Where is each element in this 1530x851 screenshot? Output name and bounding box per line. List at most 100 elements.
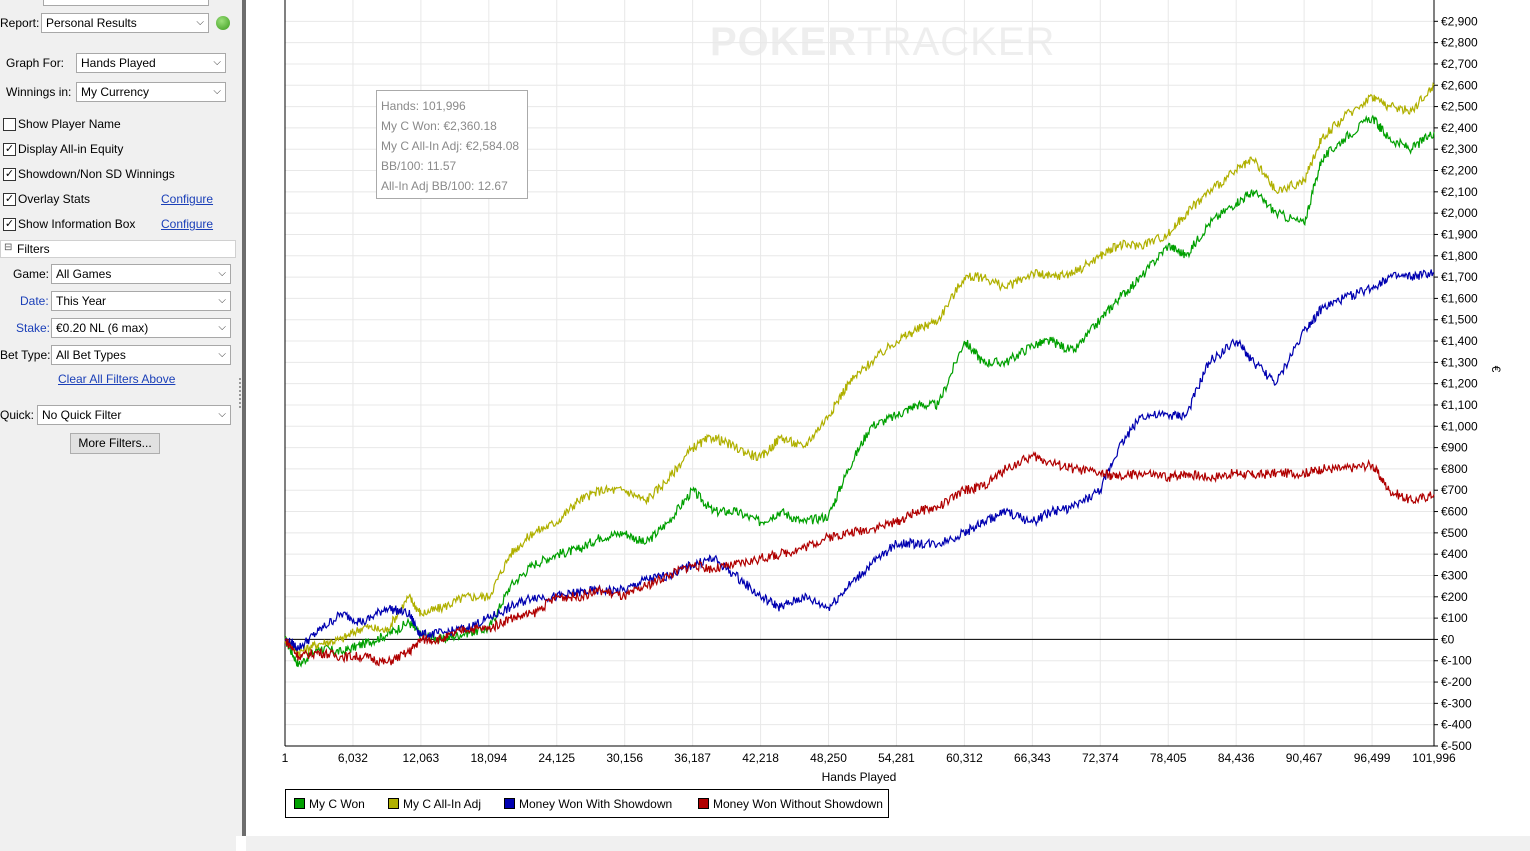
legend-item-showdown: Money Won With Showdown bbox=[504, 797, 672, 811]
checkbox-box[interactable]: ✓ bbox=[3, 143, 16, 156]
chevron-down-icon: ⌵ bbox=[218, 268, 226, 279]
bet-type-label: Bet Type: bbox=[0, 348, 51, 362]
y-tick-label: €1,700 bbox=[1441, 270, 1478, 284]
pane-splitter[interactable] bbox=[236, 0, 244, 836]
checkbox-label: Showdown/Non SD Winnings bbox=[18, 167, 175, 181]
information-box: Hands: 101,996 My C Won: €2,360.18 My C … bbox=[376, 90, 528, 199]
y-tick-label: €800 bbox=[1441, 462, 1468, 476]
y-tick-label: €2,300 bbox=[1441, 142, 1478, 156]
checkbox-label: Overlay Stats bbox=[18, 192, 91, 206]
x-tick-label: 12,063 bbox=[403, 751, 440, 765]
x-tick-label: 24,125 bbox=[538, 751, 575, 765]
y-tick-label: €900 bbox=[1441, 441, 1468, 455]
game-select[interactable]: All Games ⌵ bbox=[51, 264, 231, 284]
x-tick-label: 72,374 bbox=[1082, 751, 1119, 765]
bet-type-select[interactable]: All Bet Types ⌵ bbox=[51, 345, 231, 365]
clear-filters-link[interactable]: Clear All Filters Above bbox=[58, 372, 176, 386]
legend-swatch bbox=[698, 798, 709, 809]
y-tick-label: €1,400 bbox=[1441, 334, 1478, 348]
checkbox-box[interactable]: ✓ bbox=[3, 218, 16, 231]
chevron-down-icon: ⌵ bbox=[218, 322, 226, 333]
legend-swatch bbox=[504, 798, 515, 809]
date-label[interactable]: Date: bbox=[20, 294, 49, 308]
more-filters-button[interactable]: More Filters... bbox=[70, 433, 160, 454]
y-tick-label: €2,800 bbox=[1441, 36, 1478, 50]
x-tick-label: 18,094 bbox=[470, 751, 507, 765]
x-tick-label: 1 bbox=[282, 751, 289, 765]
stake-label[interactable]: Stake: bbox=[16, 321, 51, 335]
legend-item-my-c-won: My C Won bbox=[294, 797, 365, 811]
ticks-layer: 1 6,032 12,063 18,094 24,125 30,156 36,187 42,2… bbox=[282, 14, 1478, 765]
series-line-my-c-won bbox=[284, 114, 1435, 668]
info-won: My C Won: €2,360.18 bbox=[381, 119, 497, 133]
legend-label: My C Won bbox=[309, 797, 365, 811]
winnings-in-select[interactable]: My Currency ⌵ bbox=[76, 82, 226, 102]
y-tick-label: €1,600 bbox=[1441, 291, 1478, 305]
checkbox-box[interactable]: ✓ bbox=[3, 168, 16, 181]
y-tick-label: €1,100 bbox=[1441, 398, 1478, 412]
winnings-in-label: Winnings in: bbox=[6, 85, 72, 99]
info-allin-bb100: All-In Adj BB/100: 12.67 bbox=[381, 179, 508, 193]
y-tick-label: €1,200 bbox=[1441, 377, 1478, 391]
y-tick-label: €-200 bbox=[1441, 675, 1472, 689]
chevron-down-icon: ⌵ bbox=[213, 57, 221, 68]
stake-value: €0.20 NL (6 max) bbox=[56, 321, 149, 335]
winnings-in-value: My Currency bbox=[81, 85, 150, 99]
x-tick-label: 84,436 bbox=[1218, 751, 1255, 765]
refresh-status-icon[interactable] bbox=[216, 16, 230, 30]
top-combo-remnant[interactable] bbox=[43, 0, 209, 6]
watermark-bold-text: POKER bbox=[710, 20, 858, 64]
y-tick-label: €1,500 bbox=[1441, 313, 1478, 327]
y-tick-label: €300 bbox=[1441, 568, 1468, 582]
x-tick-label: 90,467 bbox=[1286, 751, 1323, 765]
axes-layer bbox=[284, 0, 1438, 747]
y-tick-label: €2,500 bbox=[1441, 100, 1478, 114]
quick-filter-select[interactable]: No Quick Filter ⌵ bbox=[37, 405, 231, 425]
splitter-grip-icon[interactable] bbox=[239, 378, 241, 408]
date-value: This Year bbox=[56, 294, 107, 308]
y-tick-label: €2,400 bbox=[1441, 121, 1478, 135]
x-tick-label: 36,187 bbox=[674, 751, 711, 765]
graph-for-select[interactable]: Hands Played ⌵ bbox=[76, 53, 226, 73]
report-label: Report: bbox=[0, 16, 40, 30]
chart-legend: My C Won My C All-In Adj Money Won With … bbox=[285, 789, 889, 818]
y-tick-label: €2,200 bbox=[1441, 164, 1478, 178]
chevron-down-icon: ⌵ bbox=[218, 409, 226, 420]
x-tick-label: 101,996 bbox=[1412, 751, 1456, 765]
y-tick-label: €1,300 bbox=[1441, 355, 1478, 369]
grid-layer bbox=[284, 0, 1435, 747]
stake-select[interactable]: €0.20 NL (6 max) ⌵ bbox=[51, 318, 231, 338]
game-value: All Games bbox=[56, 267, 112, 281]
filters-header[interactable]: ⊟ Filters bbox=[0, 240, 236, 258]
checkbox-box[interactable] bbox=[3, 118, 16, 131]
series-line-my-c-all-in-adj bbox=[284, 82, 1435, 657]
chevron-down-icon: ⌵ bbox=[196, 17, 204, 28]
info-allin-adj: My C All-In Adj: €2,584.08 bbox=[381, 139, 520, 153]
y-tick-label: €500 bbox=[1441, 526, 1468, 540]
x-tick-label: 54,281 bbox=[878, 751, 915, 765]
checkbox-label: Display All-in Equity bbox=[18, 142, 124, 156]
overlay-stats-configure-link[interactable]: Configure bbox=[161, 192, 214, 206]
checkbox-label: Show Player Name bbox=[18, 117, 121, 131]
x-axis-title: Hands Played bbox=[822, 770, 897, 784]
report-select[interactable]: Personal Results ⌵ bbox=[41, 13, 209, 33]
info-box-configure-link[interactable]: Configure bbox=[161, 217, 214, 231]
y-tick-label: €400 bbox=[1441, 547, 1468, 561]
graph-for-value: Hands Played bbox=[81, 56, 156, 70]
checkbox-box[interactable]: ✓ bbox=[3, 193, 16, 206]
collapse-icon[interactable]: ⊟ bbox=[4, 242, 13, 253]
watermark-light-text: TRACKER bbox=[857, 20, 1056, 64]
results-graph: 1 6,032 12,063 18,094 24,125 30,156 36,187 42,2… bbox=[282, 0, 1503, 784]
legend-swatch bbox=[294, 798, 305, 809]
info-hands: Hands: 101,996 bbox=[381, 99, 466, 113]
y-tick-label: €1,000 bbox=[1441, 419, 1478, 433]
series-line-money-won-with-showdown bbox=[284, 269, 1434, 652]
legend-item-non-showdown: Money Won Without Showdown bbox=[698, 797, 883, 811]
y-tick-label: €600 bbox=[1441, 505, 1468, 519]
y-tick-label: €1,800 bbox=[1441, 249, 1478, 263]
checkbox-label: Show Information Box bbox=[18, 217, 136, 231]
y-tick-label: €2,100 bbox=[1441, 185, 1478, 199]
series-layer bbox=[284, 82, 1435, 668]
date-select[interactable]: This Year ⌵ bbox=[51, 291, 231, 311]
filters-title: Filters bbox=[17, 242, 50, 256]
